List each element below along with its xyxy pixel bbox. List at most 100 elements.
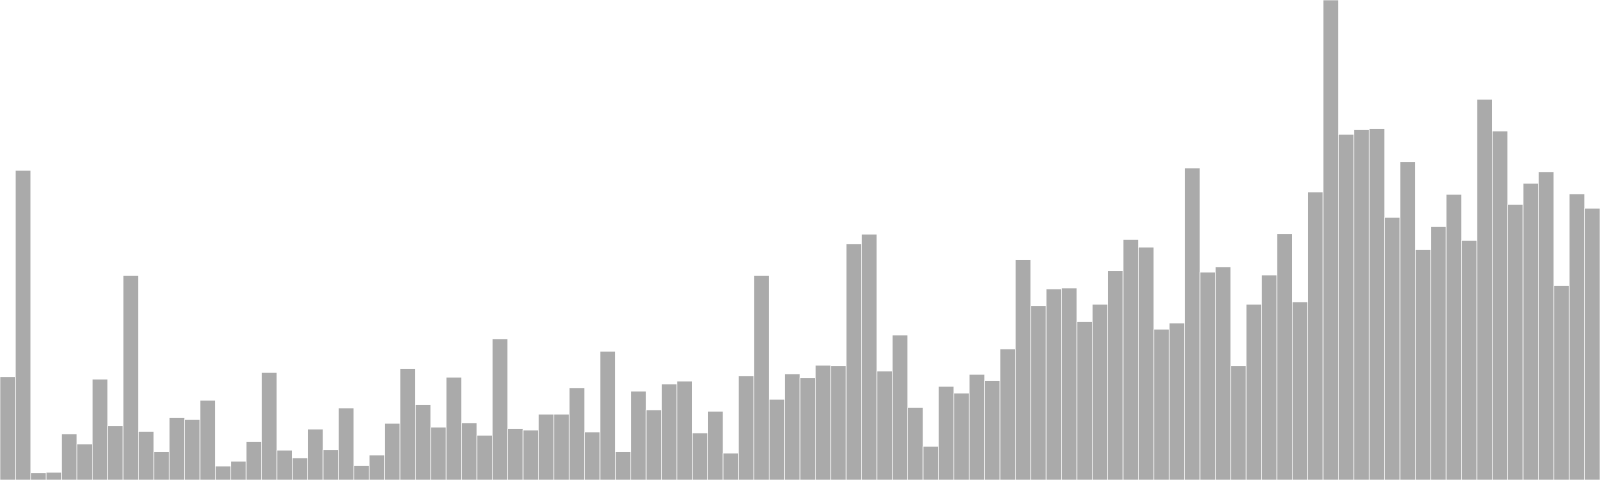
bar-31 xyxy=(476,435,493,480)
bar-76 xyxy=(1168,322,1185,480)
bar-67 xyxy=(1030,305,1047,480)
bar-59 xyxy=(907,407,924,480)
bar-46 xyxy=(707,411,724,480)
bar-7 xyxy=(107,425,124,480)
bar-78 xyxy=(1199,271,1216,480)
bar-18 xyxy=(276,449,293,480)
bar-69 xyxy=(1061,287,1078,480)
bar-41 xyxy=(630,390,647,480)
bar-27 xyxy=(415,404,432,480)
bar-47 xyxy=(722,452,739,480)
bar-44 xyxy=(676,380,693,480)
bar-14 xyxy=(215,465,232,480)
bar-39 xyxy=(599,351,616,480)
bar-53 xyxy=(815,364,832,480)
bar-93 xyxy=(1430,226,1447,480)
bar-90 xyxy=(1384,217,1401,480)
bar-98 xyxy=(1507,204,1524,480)
bar-8 xyxy=(122,275,139,480)
bar-92 xyxy=(1415,249,1432,480)
bar-95 xyxy=(1461,240,1478,480)
bar-83 xyxy=(1276,233,1293,480)
bar-11 xyxy=(168,417,185,480)
bar-4 xyxy=(61,433,78,480)
bar-103 xyxy=(1584,208,1600,480)
bar-25 xyxy=(384,423,401,480)
bar-66 xyxy=(1015,259,1032,480)
bar-6 xyxy=(92,378,108,480)
bar-101 xyxy=(1553,285,1570,480)
bar-86 xyxy=(1322,0,1339,480)
bar-97 xyxy=(1492,130,1508,480)
bar-15 xyxy=(230,460,247,480)
bar-51 xyxy=(784,373,801,480)
bar-75 xyxy=(1153,328,1170,480)
bar-45 xyxy=(692,432,708,480)
bar-28 xyxy=(430,426,447,480)
bar-36 xyxy=(553,413,570,480)
bar-99 xyxy=(1522,183,1539,480)
bar-48 xyxy=(738,375,755,480)
bar-81 xyxy=(1245,304,1262,480)
bar-30 xyxy=(461,422,478,480)
bar-37 xyxy=(568,387,585,480)
bar-19 xyxy=(292,457,308,480)
bar-10 xyxy=(153,451,170,480)
bar-52 xyxy=(799,377,816,480)
bar-102 xyxy=(1568,193,1585,480)
bar-9 xyxy=(138,431,155,480)
bar-68 xyxy=(1045,288,1062,480)
bar-62 xyxy=(953,392,970,480)
bar-84 xyxy=(1292,301,1308,480)
bar-58 xyxy=(892,334,908,480)
bar-49 xyxy=(753,275,770,480)
bar-94 xyxy=(1445,194,1462,480)
bar-12 xyxy=(184,419,201,480)
bar-55 xyxy=(845,243,862,480)
bar-100 xyxy=(1538,171,1555,480)
bar-16 xyxy=(245,441,262,480)
bar-73 xyxy=(1122,239,1139,480)
bar-23 xyxy=(353,465,370,480)
bar-3 xyxy=(45,472,62,480)
bar-38 xyxy=(584,431,601,480)
bar-29 xyxy=(445,376,462,480)
bar-21 xyxy=(322,449,339,480)
bar-42 xyxy=(645,409,662,480)
bar-26 xyxy=(399,368,416,480)
bar-96 xyxy=(1476,99,1493,480)
bar-63 xyxy=(968,374,985,480)
bar-87 xyxy=(1338,134,1355,480)
bar-54 xyxy=(830,365,847,480)
bar-80 xyxy=(1230,365,1247,480)
bar-5 xyxy=(76,443,93,480)
bar-70 xyxy=(1076,321,1093,480)
bar-43 xyxy=(661,383,678,480)
bar-71 xyxy=(1092,304,1108,480)
bar-61 xyxy=(938,386,955,480)
bar-56 xyxy=(861,233,878,480)
bar-33 xyxy=(507,428,524,480)
bar-40 xyxy=(615,451,632,480)
bar-20 xyxy=(307,428,324,480)
bar-79 xyxy=(1215,266,1232,480)
bar-0 xyxy=(0,376,16,480)
bar-50 xyxy=(768,399,785,480)
bar-74 xyxy=(1138,246,1155,480)
bar-85 xyxy=(1307,191,1324,480)
bar-13 xyxy=(199,400,216,480)
bar-17 xyxy=(261,372,278,480)
bar-32 xyxy=(492,338,508,480)
bar-22 xyxy=(338,407,355,480)
bar-91 xyxy=(1399,161,1416,480)
bar-34 xyxy=(522,429,539,480)
bar-82 xyxy=(1261,274,1278,480)
bar-57 xyxy=(876,370,893,480)
bar-88 xyxy=(1353,129,1370,480)
bar-89 xyxy=(1368,128,1385,480)
bar-65 xyxy=(999,348,1016,480)
bar-35 xyxy=(538,413,555,480)
bar-60 xyxy=(922,446,939,480)
